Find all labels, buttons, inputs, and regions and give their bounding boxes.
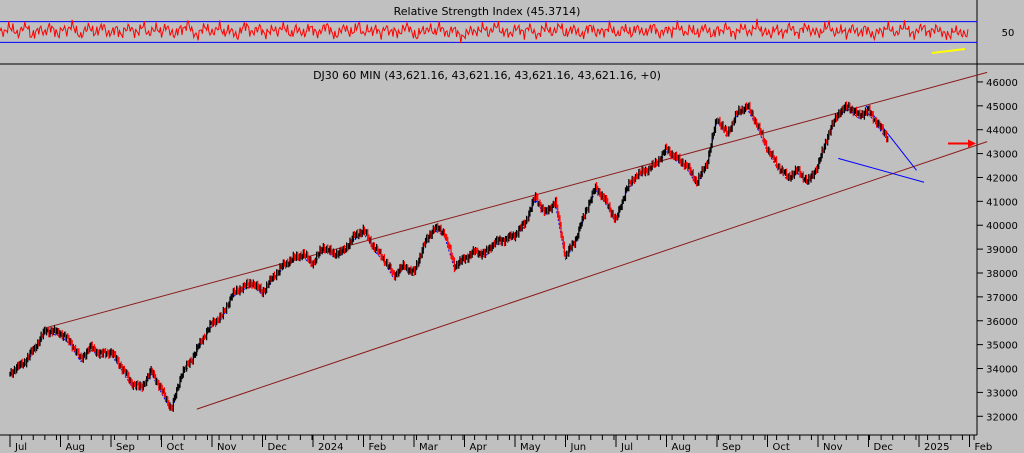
- x-tick-label: Nov: [823, 442, 843, 453]
- y-tick-label: 33000: [986, 388, 1018, 399]
- x-tick-label: Feb: [975, 442, 993, 453]
- y-tick-label: 38000: [986, 269, 1018, 280]
- wedge-lower-line: [838, 157, 925, 183]
- price-title: DJ30 60 MIN (43,621.16, 43,621.16, 43,62…: [313, 69, 661, 82]
- x-tick-label: Sep: [116, 442, 135, 453]
- moving-average-line: [9, 108, 889, 412]
- x-tick-label: Feb: [369, 442, 387, 453]
- x-tick-label: Apr: [470, 442, 488, 453]
- channel-lower-line: [196, 141, 988, 410]
- y-tick-label: 44000: [986, 126, 1018, 137]
- x-tick-label: May: [520, 442, 541, 453]
- x-tick-label: Dec: [874, 442, 893, 453]
- y-tick-label: 32000: [986, 412, 1018, 423]
- x-tick-label: Dec: [268, 442, 287, 453]
- channel-upper-line: [45, 71, 988, 329]
- rsi-series-line: [0, 18, 969, 44]
- x-tick-label: Jul: [620, 442, 633, 453]
- rsi-tick-label: 50: [1002, 28, 1015, 39]
- rsi-support-line: [931, 48, 966, 54]
- y-tick-label: 46000: [986, 78, 1018, 89]
- y-tick-label: 39000: [986, 245, 1018, 256]
- y-tick-label: 45000: [986, 102, 1018, 113]
- target-arrow-head: [968, 139, 976, 148]
- price-panel: DJ30 60 MIN (43,621.16, 43,621.16, 43,62…: [0, 64, 1018, 453]
- target-arrow-icon: [948, 139, 976, 148]
- y-tick-label: 34000: [986, 365, 1018, 376]
- x-tick-label: Mar: [419, 442, 439, 453]
- y-tick-label: 41000: [986, 197, 1018, 208]
- x-tick-label: 2024: [318, 442, 343, 453]
- y-tick-label: 43000: [986, 150, 1018, 161]
- x-tick-label: Aug: [66, 442, 86, 453]
- x-tick-label: Oct: [167, 442, 184, 453]
- x-tick-label: 2025: [924, 442, 949, 453]
- y-tick-label: 42000: [986, 173, 1018, 184]
- x-tick-label: Sep: [722, 442, 741, 453]
- x-tick-label: Oct: [773, 442, 790, 453]
- x-tick-label: Aug: [672, 442, 692, 453]
- y-tick-label: 37000: [986, 293, 1018, 304]
- x-tick-label: Jun: [570, 442, 587, 453]
- y-tick-label: 40000: [986, 221, 1018, 232]
- y-tick-label: 35000: [986, 341, 1018, 352]
- x-tick-label: Jul: [14, 442, 27, 453]
- wedge-upper-line: [865, 105, 917, 171]
- rsi-title: Relative Strength Index (45.3714): [394, 5, 581, 18]
- rsi-panel: Relative Strength Index (45.3714) 50: [0, 0, 1024, 65]
- x-tick-label: Nov: [217, 442, 237, 453]
- y-tick-label: 36000: [986, 317, 1018, 328]
